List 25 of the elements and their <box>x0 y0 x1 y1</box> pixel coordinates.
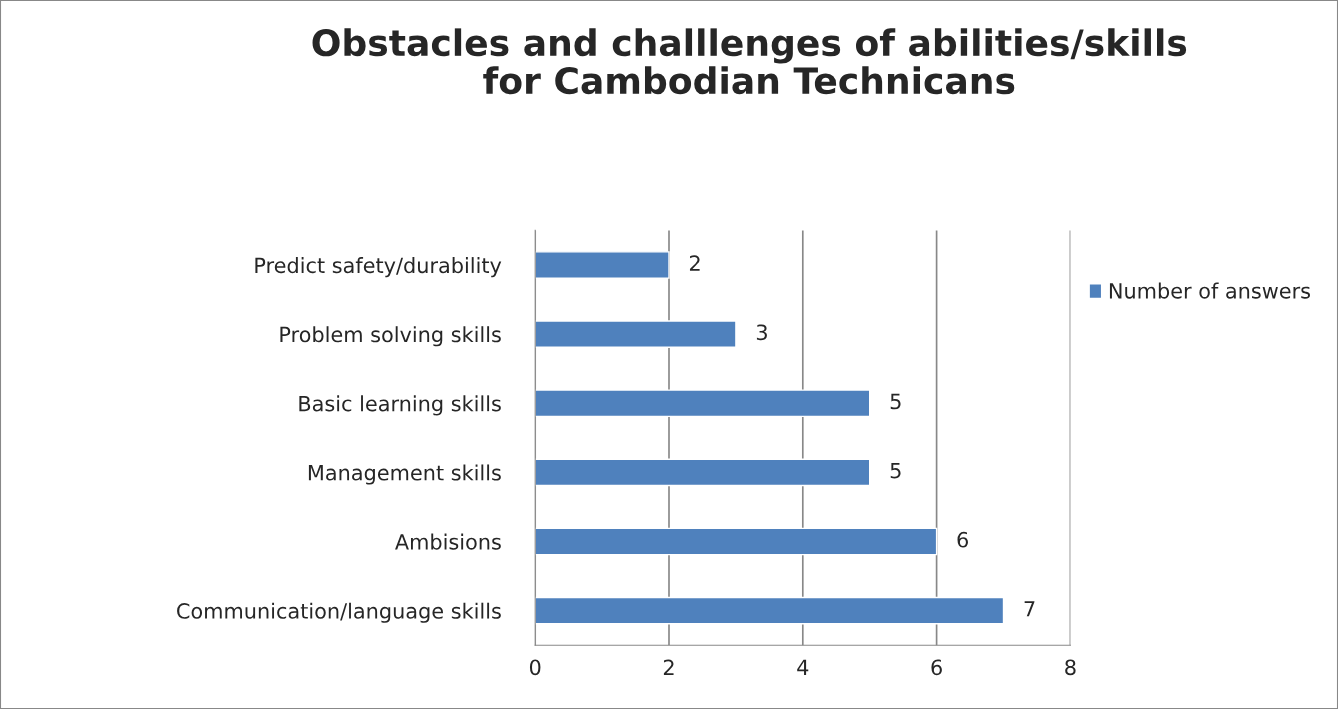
x-tick-label: 8 <box>1065 659 1076 676</box>
data-label: 5 <box>890 462 901 479</box>
data-label: 6 <box>957 531 968 548</box>
y-tick-label: Problem solving skills <box>280 326 501 347</box>
legend-label: Number of answers <box>1109 282 1310 299</box>
bar <box>535 320 737 348</box>
x-tick-label: 0 <box>529 659 541 676</box>
y-tick-label: Basic learning skills <box>299 395 501 416</box>
x-tick-label: 2 <box>663 659 674 675</box>
y-tick-label: Ambisions <box>395 533 501 550</box>
data-label: 2 <box>689 255 700 271</box>
bar <box>535 596 1005 625</box>
x-tick-label: 6 <box>931 659 942 676</box>
y-tick-label: Communication/language skills <box>177 602 501 623</box>
bar <box>535 458 871 487</box>
data-label: 5 <box>890 393 901 410</box>
y-tick-label: Management skills <box>308 464 501 485</box>
data-label: 3 <box>756 324 767 341</box>
bar <box>535 527 938 556</box>
data-label: 7 <box>1024 601 1035 617</box>
chart-title: Obstacles and challlenges of abilities/skills for Cambodian Technicans <box>312 28 1187 95</box>
x-tick-label: 4 <box>797 659 809 675</box>
bar <box>535 389 871 418</box>
bar <box>535 251 670 279</box>
y-tick-label: Predict safety/durability <box>255 257 502 278</box>
